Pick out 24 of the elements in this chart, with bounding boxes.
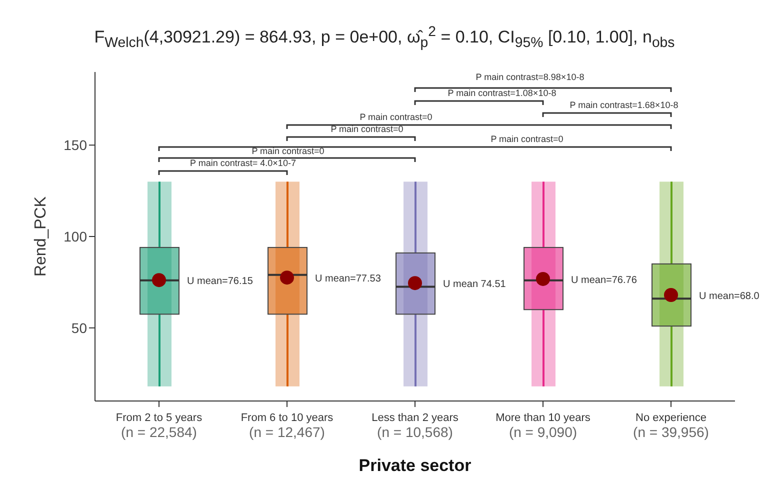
annotation: P main contrast=0 (252, 146, 324, 156)
text: F$_{Welch}$(4,30921.29) = 864.93, p = 0e+00, ω̂$_{p}$$^{2}$ = 0.10, CI$_{95%}$ [0.10, 1.00], n$_{obs}$ (94, 24, 675, 52)
x-tick-label: From 6 to 10 years (n = 12,467) (240, 412, 334, 440)
annotation: P main contrast=1.68×10-8 (570, 100, 678, 110)
x-tick-label: No experience (n = 39,956) (633, 412, 709, 440)
annotation: P main contrast= 4.0×10-7 (190, 158, 296, 168)
annotation: U mean=77.53 (315, 274, 382, 285)
annotation: P main contrast=0 (490, 134, 564, 144)
annotation: P main contrast=8.98×10-8 (476, 72, 584, 82)
y-axis-title: Rend_PCK (32, 196, 50, 277)
x-tick-label: From 2 to 5 years (n = 22,584) (116, 412, 203, 440)
x-tick-label: More than 10 years (n = 9,090) (496, 412, 591, 440)
annotation: U mean=68.0 (699, 290, 760, 302)
annotation: U mean=76.76 (571, 274, 638, 286)
x-tick-label: Less than 2 years (n = 10,568) (372, 412, 459, 440)
annotation: U mean 74.51 (443, 279, 506, 290)
annotation: P main contrast=0 (330, 124, 404, 134)
annotation: U mean=76.15 (187, 276, 254, 288)
x-axis-title: Private sector (358, 456, 472, 475)
annotation: P main contrast=1.08×10-8 (448, 88, 556, 98)
y-tick-label: 100 (64, 228, 88, 244)
y-tick-label: 150 (64, 137, 88, 154)
annotation: P main contrast=0 (360, 112, 432, 122)
y-tick-label: 50 (71, 320, 88, 336)
